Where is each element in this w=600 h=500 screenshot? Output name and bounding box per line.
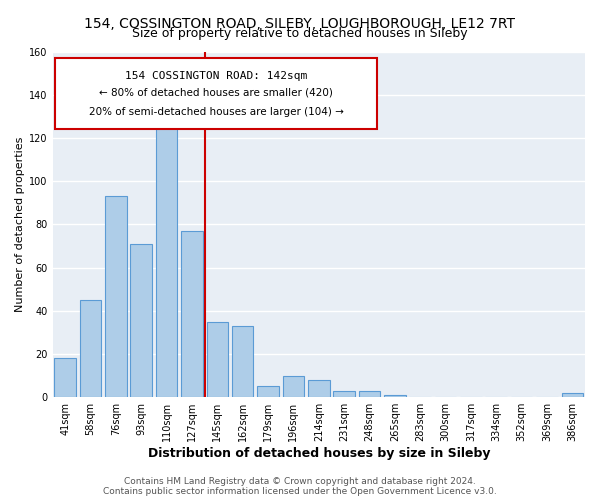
Bar — [181, 231, 203, 397]
Text: Contains public sector information licensed under the Open Government Licence v3: Contains public sector information licen… — [103, 486, 497, 496]
Bar — [334, 390, 355, 397]
Bar — [80, 300, 101, 397]
Bar — [359, 390, 380, 397]
Bar — [384, 395, 406, 397]
Bar — [156, 110, 178, 397]
Text: Contains HM Land Registry data © Crown copyright and database right 2024.: Contains HM Land Registry data © Crown c… — [124, 477, 476, 486]
Bar — [283, 376, 304, 397]
Bar — [562, 393, 583, 397]
Bar — [308, 380, 329, 397]
X-axis label: Distribution of detached houses by size in Sileby: Distribution of detached houses by size … — [148, 447, 490, 460]
Bar — [55, 358, 76, 397]
Text: ← 80% of detached houses are smaller (420): ← 80% of detached houses are smaller (42… — [100, 88, 333, 98]
Bar — [130, 244, 152, 397]
FancyBboxPatch shape — [55, 58, 377, 130]
Text: Size of property relative to detached houses in Sileby: Size of property relative to detached ho… — [132, 28, 468, 40]
Bar — [257, 386, 279, 397]
Bar — [206, 322, 228, 397]
Text: 20% of semi-detached houses are larger (104) →: 20% of semi-detached houses are larger (… — [89, 107, 344, 117]
Bar — [232, 326, 253, 397]
Y-axis label: Number of detached properties: Number of detached properties — [15, 136, 25, 312]
Bar — [105, 196, 127, 397]
Text: 154, COSSINGTON ROAD, SILEBY, LOUGHBOROUGH, LE12 7RT: 154, COSSINGTON ROAD, SILEBY, LOUGHBOROU… — [85, 18, 515, 32]
Text: 154 COSSINGTON ROAD: 142sqm: 154 COSSINGTON ROAD: 142sqm — [125, 70, 307, 81]
